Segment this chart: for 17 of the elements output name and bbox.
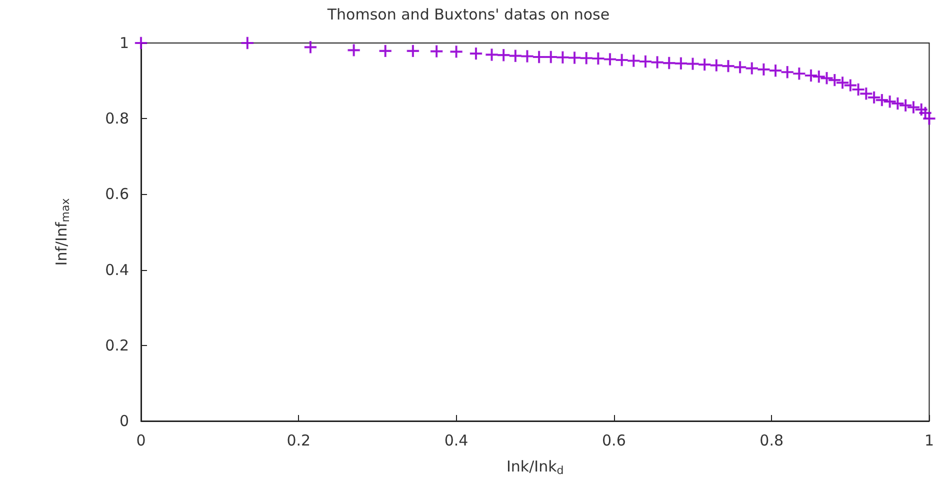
point xyxy=(521,50,534,62)
y-tick-label: 0 xyxy=(119,412,129,430)
y-tick-label: 0.2 xyxy=(105,336,129,354)
x-tick-label: 0.2 xyxy=(286,432,311,450)
x-tick-label: 0 xyxy=(136,432,146,450)
x-tick-label: 0.4 xyxy=(444,432,468,450)
y-axis-title: Inf/Infmax xyxy=(52,198,72,266)
chart-title: Thomson and Buxtons' datas on nose xyxy=(326,6,610,24)
point xyxy=(651,56,664,68)
x-tick-label: 0.6 xyxy=(602,432,626,450)
point xyxy=(486,48,498,61)
y-tick-label: 0.8 xyxy=(105,110,129,128)
x-tick-label: 1 xyxy=(924,432,934,450)
y-tick-label: 1 xyxy=(119,34,129,52)
y-tick-label: 0.6 xyxy=(105,185,129,204)
x-tick-label: 0.8 xyxy=(760,432,784,450)
y-tick-label: 0.4 xyxy=(105,260,129,279)
